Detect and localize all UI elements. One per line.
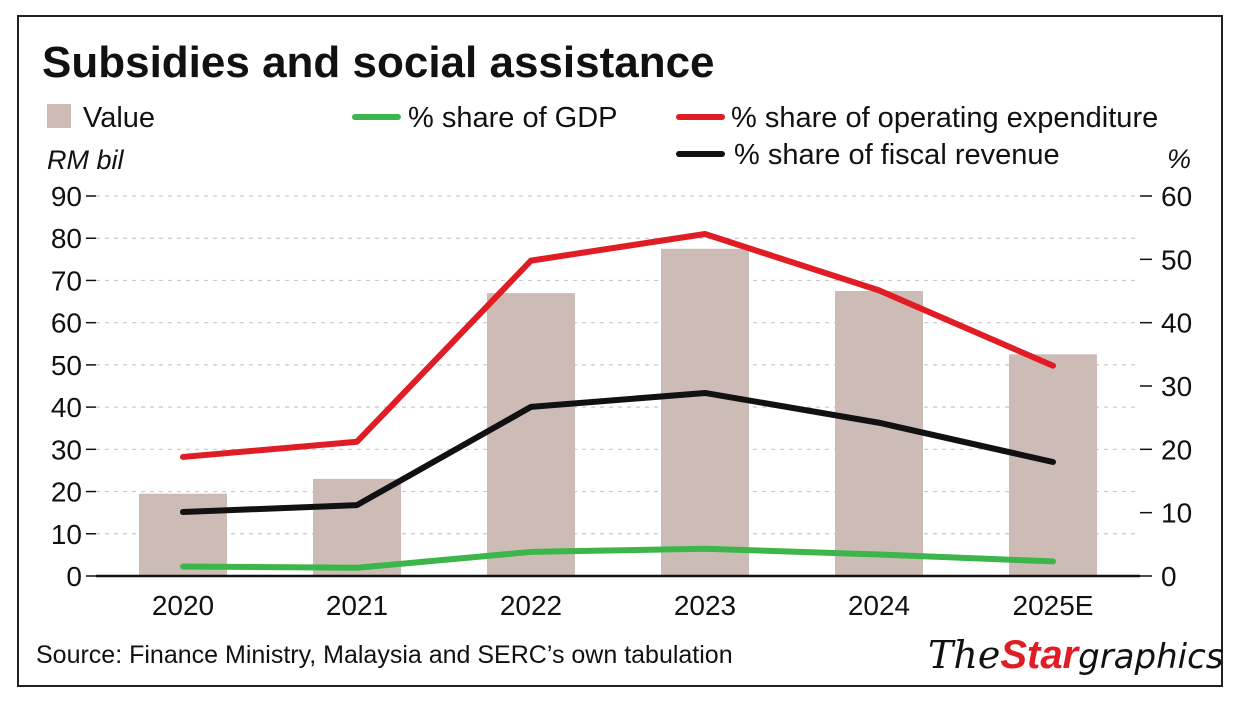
- y-right-tick-label: 0: [1161, 561, 1177, 592]
- source-note: Source: Finance Ministry, Malaysia and S…: [36, 641, 733, 669]
- bar-value-2020: [139, 493, 227, 576]
- y-left-tick-label: 20: [51, 477, 82, 508]
- y-left-tick-label: 30: [51, 434, 82, 465]
- y-left-tick-label: 0: [66, 561, 82, 592]
- legend-fiscal-label: % share of fiscal revenue: [734, 139, 1060, 171]
- y-left-tick-label: 40: [51, 392, 82, 423]
- x-tick-label: 2020: [152, 590, 214, 621]
- bar-value-2024: [835, 291, 923, 576]
- y-left-tick-label: 70: [51, 265, 82, 296]
- x-tick-label: 2025E: [1013, 590, 1094, 621]
- y-right-tick-label: 10: [1161, 498, 1192, 529]
- series-line-fiscal: [180, 389, 1056, 516]
- y-right-tick-label: 20: [1161, 434, 1192, 465]
- logo-star: Star: [1000, 633, 1080, 677]
- thestar-graphics-logo: TheStargraphics: [928, 633, 1224, 677]
- bar-value-2021: [313, 478, 401, 576]
- y-left-tick-label: 90: [51, 181, 82, 212]
- y-right-unit-label: %: [1167, 144, 1191, 174]
- series-line-opex: [180, 231, 1056, 460]
- x-tick-label: 2022: [500, 590, 562, 621]
- y-left-tick-label: 60: [51, 308, 82, 339]
- logo-text: TheStargraphics: [928, 633, 1224, 677]
- y-right-tick-label: 60: [1161, 181, 1192, 212]
- logo-graphics: graphics: [1078, 637, 1223, 677]
- legend-gdp-label: % share of GDP: [408, 102, 618, 134]
- bar-value-2022: [487, 293, 575, 576]
- y-left-unit-label: RM bil: [47, 145, 125, 175]
- legend-opex-label: % share of operating expenditure: [731, 102, 1158, 134]
- legend-value-label: Value: [83, 102, 155, 134]
- x-tick-label: 2023: [674, 590, 736, 621]
- y-right-tick-label: 40: [1161, 308, 1192, 339]
- y-right-tick-label: 50: [1161, 244, 1192, 275]
- y-left-tick-label: 80: [51, 223, 82, 254]
- chart-title: Subsidies and social assistance: [42, 38, 715, 87]
- y-left-tick-label: 50: [51, 350, 82, 381]
- bar-value-2025E: [1009, 354, 1097, 576]
- y-left-tick-label: 10: [51, 519, 82, 550]
- bar-value-2023: [661, 248, 749, 576]
- logo-the: The: [928, 633, 1000, 677]
- y-right-tick-label: 30: [1161, 371, 1192, 402]
- x-tick-label: 2024: [848, 590, 910, 621]
- legend-value-swatch: [47, 104, 71, 128]
- plot-area: 0 10 20 30 40 50 60 70 80 90 0 10 20 30 40 50 60 2020 2021…: [51, 181, 1192, 621]
- series-line-gdp: [180, 545, 1056, 571]
- x-tick-label: 2021: [326, 590, 388, 621]
